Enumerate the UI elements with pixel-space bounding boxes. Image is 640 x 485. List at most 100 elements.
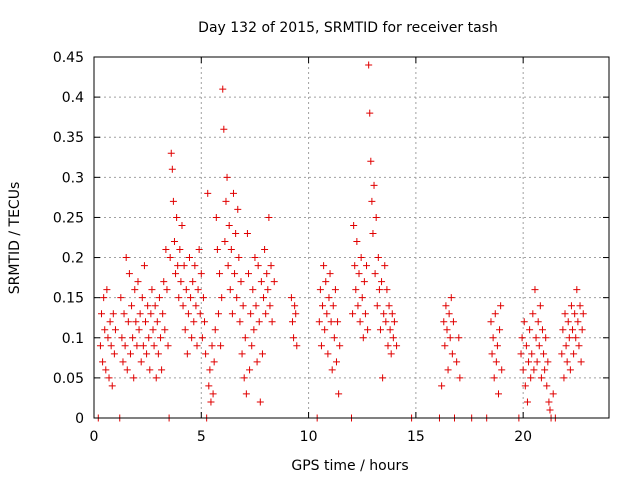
- data-point: [225, 221, 233, 229]
- data-point: [383, 286, 391, 294]
- data-point: [438, 382, 446, 390]
- data-point: [103, 286, 111, 294]
- data-point: [208, 342, 216, 350]
- data-point: [134, 278, 142, 286]
- data-point: [209, 390, 217, 398]
- data-point: [253, 358, 261, 366]
- data-point: [575, 342, 583, 350]
- data-point: [189, 278, 197, 286]
- y-tick-label: 0.35: [53, 130, 84, 146]
- data-point: [267, 262, 275, 270]
- data-point: [254, 262, 262, 270]
- data-point: [104, 334, 112, 342]
- data-point: [270, 278, 278, 286]
- data-point: [257, 278, 265, 286]
- data-point: [336, 342, 344, 350]
- data-point: [149, 326, 157, 334]
- data-point: [159, 310, 167, 318]
- axis-ticks: 0 0.05 0.1 0.15 0.2 0.25 0.3 0.35 0.4 0.45 0 5 10 15 2…: [53, 50, 609, 445]
- data-point: [213, 246, 221, 254]
- data-point: [143, 350, 151, 358]
- data-point: [543, 382, 551, 390]
- data-point: [369, 229, 377, 237]
- data-point: [492, 358, 500, 366]
- data-point: [445, 310, 453, 318]
- data-point: [490, 374, 498, 382]
- y-tick-label: 0.4: [62, 90, 84, 106]
- data-point: [537, 374, 545, 382]
- data-point: [246, 366, 254, 374]
- data-point: [320, 262, 328, 270]
- data-point: [560, 374, 568, 382]
- data-point: [538, 326, 546, 334]
- data-point: [268, 318, 276, 326]
- data-points: [94, 61, 587, 422]
- data-point: [188, 334, 196, 342]
- chart-title: Day 132 of 2015, SRMTID for receiver tas…: [198, 20, 498, 36]
- data-point: [184, 310, 192, 318]
- data-point: [191, 262, 199, 270]
- data-point: [562, 342, 570, 350]
- data-point: [530, 366, 538, 374]
- data-point: [242, 390, 250, 398]
- data-point: [357, 254, 365, 262]
- data-point: [252, 302, 260, 310]
- data-point: [194, 286, 202, 294]
- data-point: [521, 382, 529, 390]
- data-point: [456, 374, 464, 382]
- data-point: [446, 334, 454, 342]
- data-point: [573, 286, 581, 294]
- data-point: [239, 302, 247, 310]
- data-point: [326, 270, 334, 278]
- data-point: [152, 374, 160, 382]
- data-point: [330, 334, 338, 342]
- data-point: [129, 334, 137, 342]
- data-point: [206, 366, 214, 374]
- data-point: [321, 326, 329, 334]
- data-point: [441, 342, 449, 350]
- data-point: [243, 229, 251, 237]
- data-point: [132, 318, 140, 326]
- data-point: [150, 342, 158, 350]
- data-point: [121, 342, 129, 350]
- data-point: [133, 342, 141, 350]
- data-point: [178, 221, 186, 229]
- data-point: [216, 270, 224, 278]
- data-point: [384, 342, 392, 350]
- data-point: [175, 294, 183, 302]
- data-point: [518, 334, 526, 342]
- data-point: [144, 302, 152, 310]
- data-point: [389, 334, 397, 342]
- data-point: [183, 350, 191, 358]
- data-point: [453, 358, 461, 366]
- data-point: [579, 310, 587, 318]
- data-point: [109, 310, 117, 318]
- data-point: [179, 302, 187, 310]
- data-point: [329, 302, 337, 310]
- data-point: [335, 390, 343, 398]
- data-point: [578, 326, 586, 334]
- data-point: [572, 334, 580, 342]
- y-axis-label: SRMTID / TECUs: [7, 182, 23, 295]
- data-point: [545, 398, 553, 406]
- data-point: [535, 342, 543, 350]
- data-point: [544, 358, 552, 366]
- data-point: [250, 326, 258, 334]
- data-point: [192, 302, 200, 310]
- data-point: [155, 294, 163, 302]
- data-point: [205, 382, 213, 390]
- y-tick-label: 0: [75, 411, 84, 427]
- data-point: [198, 334, 206, 342]
- data-point: [380, 310, 388, 318]
- data-point: [497, 302, 505, 310]
- data-point: [564, 318, 572, 326]
- data-point: [226, 286, 234, 294]
- data-point: [327, 318, 335, 326]
- data-point: [393, 342, 401, 350]
- data-point: [569, 326, 577, 334]
- data-point: [522, 342, 530, 350]
- data-point: [229, 189, 237, 197]
- data-point: [493, 342, 501, 350]
- data-point: [523, 398, 531, 406]
